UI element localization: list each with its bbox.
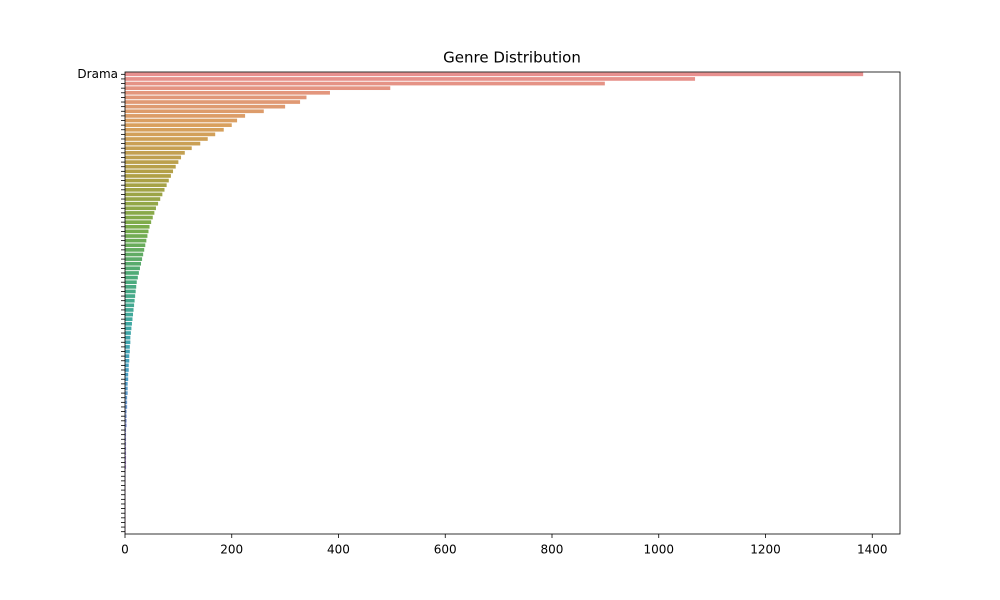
y-tick-label: Drama [77, 67, 118, 81]
bar [125, 160, 179, 164]
bar [125, 317, 133, 322]
bar [125, 95, 307, 100]
bar [125, 266, 140, 271]
bar [125, 146, 192, 151]
bar [125, 118, 238, 123]
bar [125, 451, 127, 455]
bar [125, 114, 246, 118]
bar [125, 386, 128, 391]
bar [125, 211, 155, 215]
bar [125, 391, 128, 395]
bar [125, 280, 137, 285]
bar [125, 284, 137, 289]
bar [125, 409, 127, 414]
bar [125, 187, 165, 192]
bar [125, 275, 138, 280]
bar [125, 164, 176, 169]
bar [125, 132, 216, 137]
bar [125, 465, 127, 469]
bar [125, 446, 127, 451]
bar [125, 414, 127, 419]
bar [125, 90, 330, 95]
x-tick-label: 1400 [857, 543, 888, 557]
bar [125, 206, 156, 211]
bar [125, 368, 129, 372]
bar [125, 169, 174, 174]
bar [125, 326, 132, 331]
bar [125, 243, 146, 248]
bar [125, 238, 147, 243]
bar [125, 455, 127, 460]
bar [125, 372, 129, 377]
bar [125, 312, 134, 317]
bar [125, 215, 153, 220]
bar [125, 400, 128, 405]
x-tick-label: 1000 [643, 543, 674, 557]
bar [125, 271, 139, 275]
bar [125, 104, 286, 109]
bar [125, 234, 148, 238]
bar [125, 151, 185, 155]
bar [125, 72, 864, 77]
chart-title: Genre Distribution [443, 49, 581, 67]
bar [125, 377, 129, 382]
x-tick-label: 200 [220, 543, 243, 557]
bar [125, 220, 152, 224]
bar [125, 224, 150, 229]
bar [125, 418, 127, 423]
bar [125, 423, 127, 428]
bar [125, 86, 391, 91]
bar [125, 252, 144, 257]
bar [125, 460, 127, 465]
bar [125, 81, 605, 86]
bar [125, 363, 129, 368]
bar [125, 335, 131, 340]
bar [125, 141, 201, 146]
bar [125, 395, 128, 400]
bar [125, 308, 134, 312]
bar [125, 229, 149, 234]
bar [125, 178, 169, 183]
bar [125, 261, 142, 266]
bar [125, 303, 135, 308]
bar [125, 192, 163, 197]
bar [125, 197, 161, 201]
bar [125, 257, 143, 261]
x-tick-label: 400 [327, 543, 350, 557]
x-tick-label: 800 [541, 543, 564, 557]
bar [125, 137, 208, 141]
bar [125, 289, 136, 294]
bar [125, 201, 159, 206]
x-tick-label: 0 [121, 543, 129, 557]
bar [125, 432, 127, 437]
bar [125, 109, 264, 114]
bar [125, 437, 127, 442]
plot-frame [124, 71, 901, 535]
bar [125, 77, 696, 81]
bar [125, 183, 167, 188]
bar [125, 298, 135, 303]
bar [125, 382, 128, 386]
x-tick-label: 600 [434, 543, 457, 557]
bar [125, 405, 128, 409]
bar [125, 155, 182, 160]
bar [125, 123, 232, 127]
bar [125, 294, 136, 298]
bar [125, 358, 130, 363]
bar [125, 340, 131, 345]
bar [125, 331, 131, 335]
bar [125, 248, 145, 252]
bar [125, 321, 132, 326]
bar [125, 442, 127, 446]
bar [125, 174, 171, 178]
bar [125, 428, 127, 432]
bar [125, 127, 224, 132]
bar [125, 345, 130, 349]
bar [125, 354, 130, 358]
bar [125, 349, 130, 354]
bar [125, 100, 301, 104]
x-tick-label: 1200 [750, 543, 781, 557]
